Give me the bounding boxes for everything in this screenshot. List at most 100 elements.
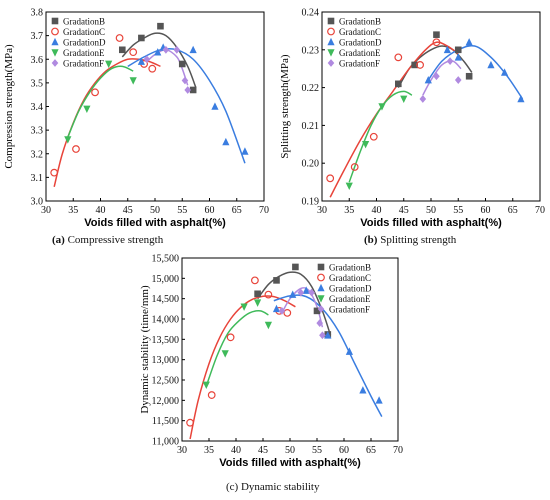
x-tick-label: 40 <box>231 445 241 456</box>
data-point-gradationf <box>278 306 286 315</box>
y-tick-label: 14,500 <box>152 294 180 305</box>
x-tick-label: 45 <box>123 205 133 216</box>
y-axis-label: Dynamic stability (time/mm) <box>139 285 151 414</box>
data-point-gradationb <box>411 61 418 69</box>
data-point-gradationd <box>324 331 332 339</box>
legend-marker-gradatione <box>317 295 325 303</box>
data-point-gradationd <box>154 48 162 56</box>
data-point-gradationc <box>226 333 235 342</box>
legend-label-gradatione: GradationE <box>329 294 371 304</box>
legend-label-gradationc: GradationC <box>329 273 371 283</box>
data-point-gradationc <box>115 34 124 42</box>
y-tick-label: 15,500 <box>152 254 180 265</box>
fit-curve-gradationb <box>121 32 197 88</box>
data-point-gradationc <box>369 132 378 141</box>
data-point-gradationd <box>189 45 197 54</box>
panel-letter-b: (b) <box>364 234 378 246</box>
data-point-gradationd <box>375 396 383 404</box>
y-tick-label: 11,000 <box>152 437 179 448</box>
x-tick-label: 65 <box>508 205 518 216</box>
caption-c-text: Dynamic stability <box>240 481 320 493</box>
caption-a-text: Compressive strength <box>67 234 164 246</box>
chart-panel-c: 30 35 40 45 50 55 60 65 70 11,000 11,500 12,000 12,5… <box>139 254 403 470</box>
data-point-gradationc <box>91 88 99 97</box>
data-point-gradationc <box>394 53 403 62</box>
data-point-gradationb <box>292 263 299 271</box>
data-point-gradationc <box>186 418 195 427</box>
data-point-gradatione <box>129 77 137 85</box>
data-point-gradationd <box>289 290 297 298</box>
x-tick-label: 45 <box>399 205 409 216</box>
data-point-gradationd <box>517 94 525 103</box>
caption-a: (a) Compressive strength <box>52 234 163 246</box>
data-point-gradationf <box>446 57 454 66</box>
data-point-gradationd <box>424 75 432 84</box>
x-axis-label: Voids filled with asphalt(%) <box>219 457 361 469</box>
panel-letter-c: (c) <box>226 481 239 493</box>
x-tick-label: 70 <box>259 205 269 216</box>
legend-marker-gradationb <box>51 17 59 25</box>
legend-marker-gradatione <box>51 49 59 57</box>
y-tick-label: 11,500 <box>152 416 179 427</box>
data-point-gradatione <box>345 182 353 190</box>
legend-label-gradationd: GradationD <box>63 38 106 48</box>
data-point-gradationf <box>319 331 326 340</box>
x-tick-label: 50 <box>426 205 436 216</box>
fit-curve-gradationd <box>127 48 246 164</box>
data-point-gradationc <box>129 48 138 57</box>
data-point-gradationf <box>143 55 151 64</box>
x-tick-label: 30 <box>177 445 187 456</box>
data-point-gradationf <box>181 76 189 85</box>
fit-curve-gradationc <box>53 58 161 188</box>
y-tick-label: 0.19 <box>302 197 320 208</box>
x-axis-label: Voids filled with asphalt(%) <box>360 217 502 229</box>
y-tick-label: 0.20 <box>302 159 320 170</box>
data-point-gradationd <box>345 347 353 355</box>
y-tick-label: 3.7 <box>31 31 44 42</box>
x-tick-label: 70 <box>535 205 545 216</box>
data-point-gradationd <box>359 386 367 394</box>
y-tick-label: 0.24 <box>302 8 320 19</box>
data-point-gradationc <box>250 276 259 285</box>
data-point-gradationd <box>211 102 219 110</box>
data-point-gradationb <box>465 72 473 80</box>
x-tick-label: 45 <box>258 445 268 456</box>
y-tick-label: 3.3 <box>31 126 44 137</box>
legend-label-gradationf: GradationF <box>329 305 370 315</box>
data-point-gradationf <box>173 45 181 54</box>
y-tick-label: 12,000 <box>152 396 180 407</box>
data-point-gradationc <box>416 61 425 69</box>
caption-c: (c) Dynamic stability <box>226 481 319 493</box>
fit-curve-gradationd <box>427 44 524 100</box>
data-point-gradationb <box>178 60 186 68</box>
data-point-gradationb <box>433 31 440 38</box>
data-point-gradationd <box>465 38 473 46</box>
y-axis-label: Compression strength(MPa) <box>3 44 15 169</box>
x-tick-label: 55 <box>453 205 463 216</box>
y-tick-label: 3.2 <box>31 149 44 160</box>
legend-marker-gradationd <box>327 37 335 46</box>
panel-letter-a: (a) <box>52 234 65 246</box>
caption-b: (b) Splitting strength <box>364 234 456 246</box>
x-tick-label: 40 <box>372 205 382 216</box>
legend-label-gradatione: GradationE <box>63 48 105 58</box>
data-point-gradationd <box>137 57 145 65</box>
data-point-gradationc <box>72 145 80 153</box>
data-point-gradationd <box>222 137 230 146</box>
legend-label-gradationb: GradationB <box>339 17 381 27</box>
data-point-gradationf <box>308 288 315 297</box>
x-tick-label: 70 <box>393 445 403 456</box>
data-point-gradationb <box>313 307 321 315</box>
data-point-gradationb <box>273 277 280 284</box>
legend-label-gradationd: GradationD <box>329 284 372 294</box>
x-tick-label: 60 <box>481 205 491 216</box>
data-point-gradatione <box>64 136 72 144</box>
legend-marker-gradationb <box>317 263 325 271</box>
x-tick-label: 50 <box>285 445 295 456</box>
x-tick-label: 60 <box>205 205 215 216</box>
y-tick-label: 12,500 <box>152 376 180 387</box>
x-tick-label: 40 <box>96 205 106 216</box>
data-point-gradationb <box>395 80 402 88</box>
data-point-gradationb <box>454 46 462 54</box>
